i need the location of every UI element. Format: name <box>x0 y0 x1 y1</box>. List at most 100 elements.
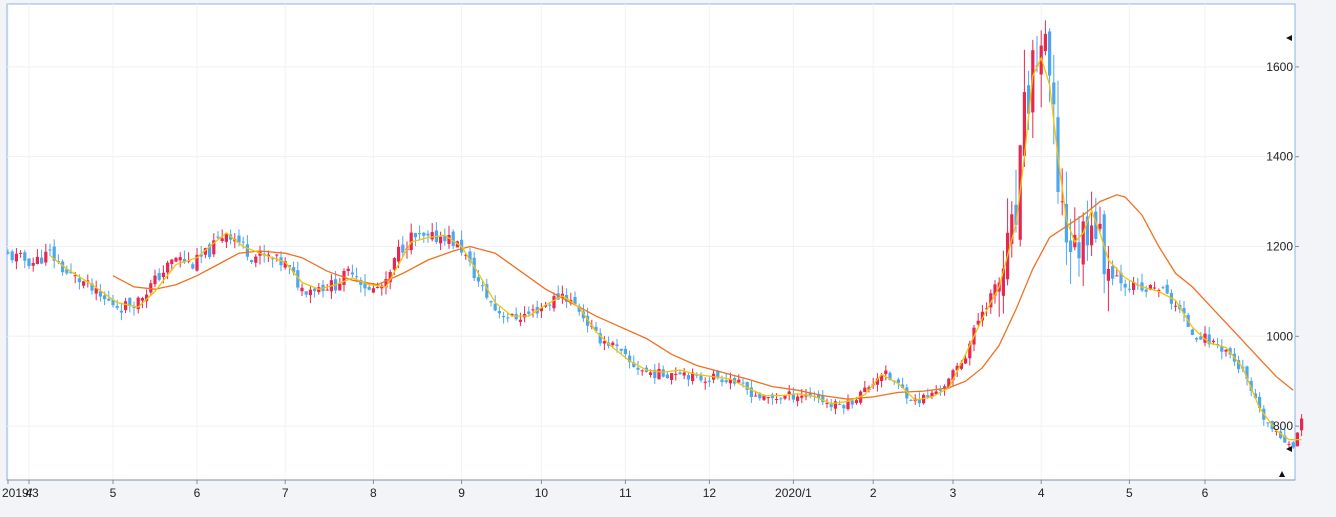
candle <box>951 368 955 387</box>
candle <box>14 247 18 270</box>
candle <box>573 291 577 306</box>
candle <box>825 398 829 408</box>
candle <box>1224 349 1228 357</box>
candle <box>44 243 48 266</box>
moving-average-long-line <box>112 194 1294 400</box>
candle <box>993 280 997 304</box>
candle <box>27 258 31 269</box>
candle <box>1052 54 1056 145</box>
candle <box>174 256 178 263</box>
candle <box>850 399 854 409</box>
candle <box>842 403 846 415</box>
candle <box>275 254 279 262</box>
y-tick-label: 1200 <box>1266 239 1293 253</box>
candle <box>31 257 35 272</box>
y-tick-label: 1600 <box>1266 60 1293 74</box>
candle <box>1119 264 1123 292</box>
candle <box>1157 288 1161 298</box>
candle <box>938 385 942 396</box>
candle <box>1127 280 1131 293</box>
candle <box>1165 279 1169 295</box>
candle <box>670 372 674 385</box>
candle <box>111 294 115 308</box>
candle <box>737 374 741 384</box>
candle <box>23 249 27 269</box>
candle <box>829 399 833 412</box>
x-tick-label: 8 <box>370 486 377 500</box>
candle <box>1010 201 1014 258</box>
candle <box>964 355 968 365</box>
candle <box>157 268 161 282</box>
candle <box>271 256 275 268</box>
candle <box>338 277 342 291</box>
x-tick-label: 3 <box>950 486 957 500</box>
candle <box>552 292 556 312</box>
x-tick-label: 9 <box>458 486 465 500</box>
candle <box>602 336 606 351</box>
y-axis: 800 1000 1200 1400 1600 <box>1266 60 1299 433</box>
candle <box>350 264 354 279</box>
candle <box>779 396 783 405</box>
candle <box>636 360 640 376</box>
candle <box>1300 414 1304 437</box>
candle <box>497 306 501 319</box>
candle <box>1237 355 1241 374</box>
candle <box>686 372 690 387</box>
candle <box>90 278 94 295</box>
candle <box>363 274 367 297</box>
candle <box>691 368 695 385</box>
candle <box>115 299 119 310</box>
x-tick-label: 7 <box>282 486 289 500</box>
candle <box>132 301 136 316</box>
candle <box>821 390 825 405</box>
candle <box>212 233 216 258</box>
plot-area <box>6 3 1296 481</box>
candle <box>1245 365 1249 386</box>
candle <box>1195 336 1199 343</box>
candle <box>833 399 837 415</box>
candle <box>296 261 300 291</box>
candle <box>187 252 191 264</box>
candle <box>422 231 426 243</box>
x-tick-label: 12 <box>703 486 717 500</box>
candle <box>254 254 258 268</box>
candle <box>770 392 774 405</box>
candle <box>1190 328 1194 336</box>
candle <box>48 243 52 256</box>
candle <box>775 393 779 404</box>
scroll-left-bottom-icon[interactable] <box>1286 446 1292 452</box>
candle <box>178 252 182 268</box>
candle <box>342 268 346 292</box>
candle <box>506 312 510 323</box>
candle <box>1022 49 1026 167</box>
candle <box>1153 281 1157 290</box>
y-tick-label: 1400 <box>1266 150 1293 164</box>
candle <box>787 384 791 401</box>
candle <box>413 232 417 247</box>
candle <box>149 279 153 296</box>
scroll-up-icon[interactable] <box>1279 471 1285 477</box>
candle <box>283 257 287 270</box>
candle <box>384 271 388 295</box>
scroll-left-top-icon[interactable] <box>1286 35 1292 41</box>
candle <box>1085 200 1089 261</box>
candle <box>304 291 308 298</box>
candle <box>98 283 102 302</box>
moving-average-short-line <box>49 56 1302 441</box>
scroll-markers <box>1279 35 1292 477</box>
candle <box>1077 215 1081 277</box>
candle <box>728 372 732 390</box>
candle <box>1043 20 1047 56</box>
candle <box>1161 285 1165 290</box>
candle <box>1174 300 1178 312</box>
candle <box>619 348 623 354</box>
candle <box>208 242 212 260</box>
x-tick-label: 5 <box>110 486 117 500</box>
candle <box>539 303 543 318</box>
candle <box>443 228 447 246</box>
candle <box>699 372 703 383</box>
candle <box>359 277 363 293</box>
candle <box>195 247 199 272</box>
candle <box>817 390 821 404</box>
candle <box>976 312 980 326</box>
